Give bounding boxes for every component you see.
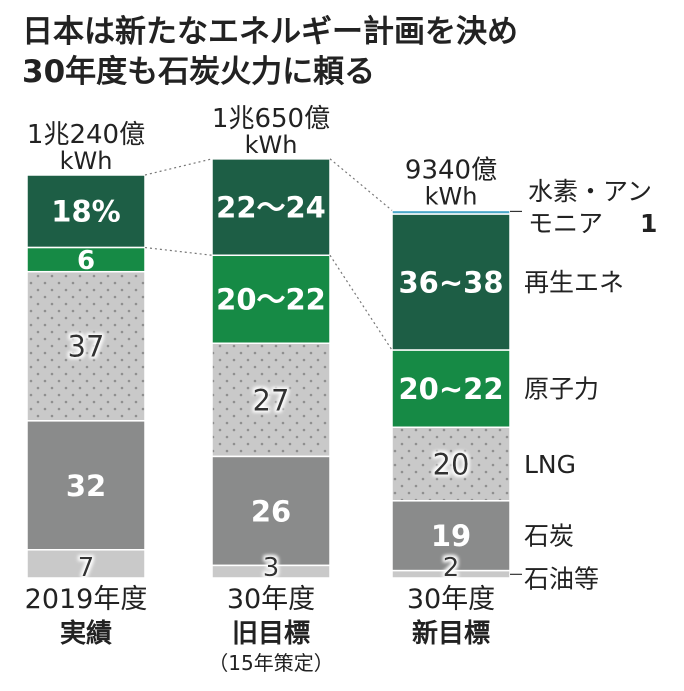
connector-line xyxy=(329,158,393,211)
data-label: 36~38 xyxy=(398,266,503,300)
data-label: 20 xyxy=(433,447,470,481)
category-sublabel: 実績 xyxy=(60,618,112,649)
bar-segment-石炭 xyxy=(391,500,511,572)
category-sublabel: 新目標 xyxy=(412,618,490,649)
data-label: 32 xyxy=(66,469,106,503)
data-label: 20~22 xyxy=(398,372,503,406)
data-label: 26 xyxy=(251,494,291,528)
total-unit: kWh xyxy=(245,131,298,159)
bar-segment-石炭 xyxy=(26,420,146,551)
data-label: 7 xyxy=(78,553,95,583)
category-label: 2019年度 xyxy=(25,584,148,615)
category-note: （15年策定） xyxy=(208,651,333,675)
legend-label: LNG xyxy=(524,450,576,479)
legend-label: 再生エネ xyxy=(524,268,624,297)
bar-segment-原子力 xyxy=(26,246,146,273)
connector-line xyxy=(329,254,393,351)
chart-title-line2: 30年度も石炭火力に頼る xyxy=(22,54,376,90)
category-label: 30年度 xyxy=(227,584,315,615)
data-label: 22～24 xyxy=(216,191,326,225)
total-label: 1兆240億 xyxy=(27,120,145,150)
data-label: 19 xyxy=(431,519,471,553)
chart-title-line1: 日本は新たなエネルギー計画を決め xyxy=(22,14,518,50)
data-label: 20～22 xyxy=(216,283,326,317)
legend-label: 石炭 xyxy=(524,522,574,551)
category-label: 30年度 xyxy=(407,584,495,615)
data-label: 2 xyxy=(443,553,460,583)
total-label: 9340億 xyxy=(405,155,497,185)
data-label: 6 xyxy=(77,246,95,276)
bar-segment-原子力 xyxy=(391,349,511,429)
total-label: 1兆650億 xyxy=(212,104,330,134)
legend-label: 原子力 xyxy=(524,375,599,404)
bar-segment-石油等 xyxy=(26,549,146,579)
data-label: 37 xyxy=(68,330,105,364)
bar-segment-LNG xyxy=(391,426,511,502)
category-sublabel: 旧目標 xyxy=(232,619,310,649)
total-unit: kWh xyxy=(60,147,113,175)
bar-segment-石炭 xyxy=(211,455,331,567)
connector-line xyxy=(144,158,213,176)
bar-segment-再生エネ xyxy=(391,213,511,351)
data-label: 18% xyxy=(51,195,120,229)
bar-segment-石油等 xyxy=(211,564,331,579)
bar-segment-LNG xyxy=(211,342,331,458)
legend-label: モニア xyxy=(528,209,603,238)
connector-line xyxy=(144,246,213,256)
legend-value: 1 xyxy=(640,209,657,238)
legend-label: 石油等 xyxy=(524,564,599,593)
data-label: 27 xyxy=(253,383,290,417)
total-unit: kWh xyxy=(425,182,478,210)
bar-segment-LNG xyxy=(26,270,146,422)
data-label: 3 xyxy=(263,553,280,583)
legend-label: 水素・アン xyxy=(528,177,652,206)
